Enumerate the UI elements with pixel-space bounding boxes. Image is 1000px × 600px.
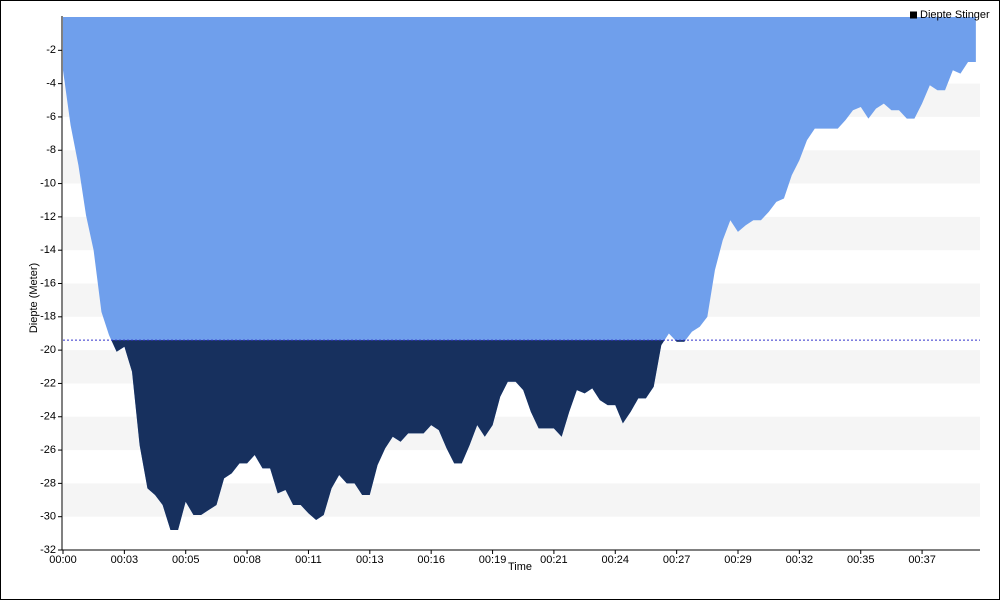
y-tick-label: -22	[40, 377, 56, 389]
y-tick-label: -18	[40, 311, 56, 323]
x-tick-label: 00:21	[540, 554, 568, 566]
y-tick-label: -20	[40, 344, 56, 356]
legend-label: Diepte Stinger	[920, 9, 990, 21]
axes: -32 -30 -28 -26 -24 -22 -20 -18 -16 -14 -12 -10 -8 -6…	[40, 16, 980, 566]
y-tick-label: -14	[40, 244, 56, 256]
y-tick-label: -26	[40, 444, 56, 456]
y-tick-label: -32	[40, 544, 56, 556]
y-tick-label: -8	[46, 144, 56, 156]
y-tick-label: -2	[46, 44, 56, 56]
y-tick-label: -28	[40, 477, 56, 489]
x-tick-label: 00:16	[417, 554, 445, 566]
x-tick-label: 00:37	[908, 554, 936, 566]
y-tick-label: -6	[46, 111, 56, 123]
x-tick-label: 00:35	[847, 554, 875, 566]
y-axis-title: Diepte (Meter)	[28, 263, 40, 333]
area-below-threshold	[111, 340, 686, 531]
y-tick-label: -24	[40, 411, 56, 423]
legend-marker	[910, 11, 917, 19]
x-tick-label: 00:19	[479, 554, 507, 566]
x-tick-label: 00:27	[663, 554, 691, 566]
x-tick-label: 00:08	[233, 554, 261, 566]
y-tick-label: -16	[40, 277, 56, 289]
x-tick-label: 00:05	[172, 554, 200, 566]
x-tick-label: 00:03	[111, 554, 139, 566]
plot-area	[63, 17, 980, 531]
y-tick-label: -4	[46, 78, 56, 90]
y-tick-label: -30	[40, 511, 56, 523]
y-tick-label: -10	[40, 177, 56, 189]
x-tick-label: 00:24	[602, 554, 630, 566]
x-tick-label: 00:00	[49, 554, 77, 566]
x-tick-label: 00:13	[356, 554, 384, 566]
x-tick-label: 00:29	[724, 554, 752, 566]
x-tick-label: 00:11	[295, 554, 322, 566]
y-tick-label: -12	[40, 211, 56, 223]
x-tick-label: 00:32	[786, 554, 814, 566]
x-axis-title: Time	[508, 561, 532, 573]
